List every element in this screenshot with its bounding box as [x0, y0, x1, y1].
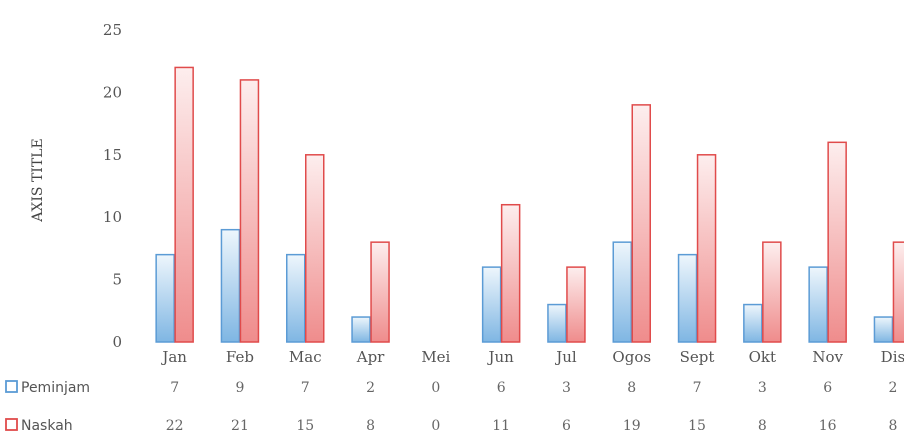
- legend-swatch-peminjam: [5, 380, 18, 393]
- bar-peminjam-nov: [808, 266, 828, 343]
- table-value-naskah: 8: [366, 418, 375, 434]
- table-value-naskah: 16: [819, 418, 837, 434]
- bar-peminjam-mac: [286, 253, 306, 343]
- table-value-naskah: 8: [758, 418, 767, 434]
- bar-naskah-okt: [762, 241, 782, 343]
- table-value-peminjam: 3: [758, 380, 767, 396]
- x-tick-label: Okt: [749, 348, 776, 366]
- table-value-peminjam: 0: [431, 380, 440, 396]
- bar-peminjam-feb: [220, 228, 241, 343]
- table-value-naskah: 15: [688, 418, 706, 434]
- legend-label-peminjam: Peminjam: [21, 380, 90, 396]
- x-tick-label: Jun: [486, 348, 514, 366]
- bar-peminjam-dis: [873, 316, 894, 343]
- bar-peminjam-sept: [677, 253, 698, 343]
- table-value-naskah: 19: [623, 418, 641, 434]
- bar-peminjam-jun: [481, 266, 502, 343]
- x-tick-label: Mac: [289, 348, 322, 366]
- table-value-peminjam: 2: [888, 380, 897, 396]
- bar-peminjam-apr: [351, 316, 371, 343]
- table-value-peminjam: 8: [627, 380, 636, 396]
- y-axis-ticks: 0 5 10 15 20 25: [103, 21, 122, 351]
- table-value-peminjam: 6: [823, 380, 832, 396]
- x-tick-label: Sept: [680, 348, 715, 366]
- table-value-naskah: 22: [166, 418, 184, 434]
- bar-naskah-nov: [827, 141, 847, 343]
- legend-swatch-naskah: [5, 418, 18, 431]
- table-value-naskah: 15: [296, 418, 314, 434]
- y-axis-title: AXIS TITLE: [30, 138, 46, 222]
- bars: [155, 66, 904, 343]
- x-tick-label: Nov: [812, 348, 843, 366]
- bar-peminjam-jul: [547, 303, 567, 343]
- table-value-peminjam: 2: [366, 380, 375, 396]
- table-value-naskah: 21: [231, 418, 249, 434]
- table-value-peminjam: 7: [301, 380, 310, 396]
- bar-naskah-apr: [370, 241, 390, 343]
- data-table: 7 22 9 21 7 15 2 8 0 0 6 11 3 6 8 19 7 15 3 8 6 16 2 8 Peminjam N…: [5, 380, 897, 434]
- legend-label-naskah: Naskah: [21, 418, 73, 434]
- bar-naskah-dis: [892, 241, 904, 343]
- bar-naskah-jun: [500, 203, 521, 343]
- y-tick-label: 25: [103, 21, 122, 39]
- bar-peminjam-jan: [155, 253, 175, 343]
- bar-peminjam-okt: [743, 303, 763, 343]
- table-value-naskah: 11: [492, 418, 510, 434]
- bar-naskah-mac: [305, 154, 325, 343]
- table-value-naskah: 0: [431, 418, 440, 434]
- bar-naskah-ogos: [631, 104, 651, 343]
- table-value-peminjam: 7: [693, 380, 702, 396]
- bar-naskah-feb: [239, 79, 260, 343]
- table-value-peminjam: 9: [235, 380, 244, 396]
- y-tick-label: 15: [103, 146, 122, 164]
- y-tick-label: 10: [103, 208, 122, 226]
- table-value-peminjam: 7: [170, 380, 179, 396]
- table-value-naskah: 8: [888, 418, 897, 434]
- x-tick-label: Jul: [554, 348, 577, 366]
- table-value-naskah: 6: [562, 418, 571, 434]
- x-tick-label: Mei: [421, 348, 450, 366]
- category-labels: Jan Feb Mac Apr Mei Jun Jul Ogos Sept Okt Nov Dis: [160, 348, 904, 366]
- x-tick-label: Apr: [356, 348, 385, 366]
- y-tick-label: 20: [103, 83, 122, 101]
- table-value-peminjam: 6: [497, 380, 506, 396]
- table-value-peminjam: 3: [562, 380, 571, 396]
- x-tick-label: Feb: [226, 348, 254, 366]
- bar-naskah-sept: [696, 154, 717, 343]
- x-tick-label: Ogos: [612, 348, 651, 366]
- bar-peminjam-ogos: [612, 241, 632, 343]
- bar-naskah-jul: [566, 266, 586, 343]
- bar-naskah-jan: [174, 66, 194, 343]
- x-tick-label: Jan: [160, 348, 187, 366]
- x-tick-label: Dis: [881, 348, 904, 366]
- y-tick-label: 0: [112, 333, 122, 351]
- y-tick-label: 5: [112, 271, 122, 289]
